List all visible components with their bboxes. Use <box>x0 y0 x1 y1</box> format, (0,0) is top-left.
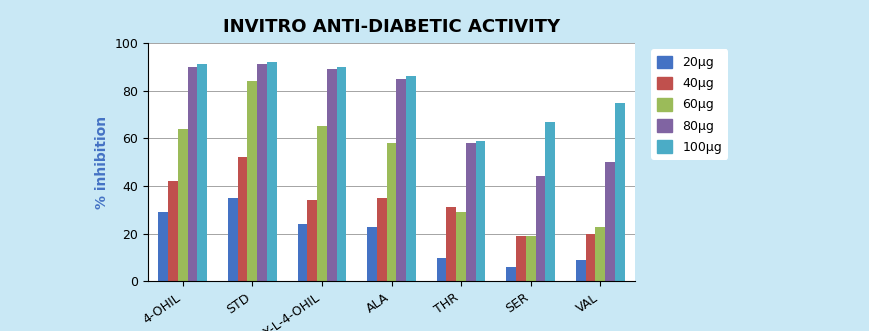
Bar <box>267 62 276 281</box>
Bar <box>168 181 177 281</box>
Bar <box>614 103 624 281</box>
Bar <box>575 260 585 281</box>
Bar <box>257 65 267 281</box>
Bar <box>376 198 386 281</box>
Bar <box>535 176 545 281</box>
Bar <box>466 143 475 281</box>
Title: INVITRO ANTI-DIABETIC ACTIVITY: INVITRO ANTI-DIABETIC ACTIVITY <box>222 18 560 36</box>
Bar <box>336 67 346 281</box>
Bar <box>228 198 237 281</box>
Bar <box>396 79 406 281</box>
Bar <box>594 226 605 281</box>
Bar <box>327 69 336 281</box>
Bar <box>386 143 396 281</box>
Bar <box>506 267 515 281</box>
Bar <box>585 234 594 281</box>
Bar <box>158 212 168 281</box>
Bar <box>406 76 415 281</box>
Bar <box>525 236 535 281</box>
Bar <box>177 129 188 281</box>
Bar <box>545 122 554 281</box>
Bar <box>446 208 455 281</box>
Y-axis label: % inhibition: % inhibition <box>95 116 109 209</box>
Bar <box>316 126 327 281</box>
Bar <box>455 212 466 281</box>
Bar <box>515 236 525 281</box>
Bar <box>367 226 376 281</box>
Bar <box>247 81 257 281</box>
Bar <box>237 158 247 281</box>
Bar <box>197 65 207 281</box>
Bar <box>307 200 316 281</box>
Bar <box>436 258 446 281</box>
Legend: 20μg, 40μg, 60μg, 80μg, 100μg: 20μg, 40μg, 60μg, 80μg, 100μg <box>650 49 727 160</box>
Bar <box>605 162 614 281</box>
Bar <box>475 141 485 281</box>
Bar <box>297 224 307 281</box>
Bar <box>188 67 197 281</box>
